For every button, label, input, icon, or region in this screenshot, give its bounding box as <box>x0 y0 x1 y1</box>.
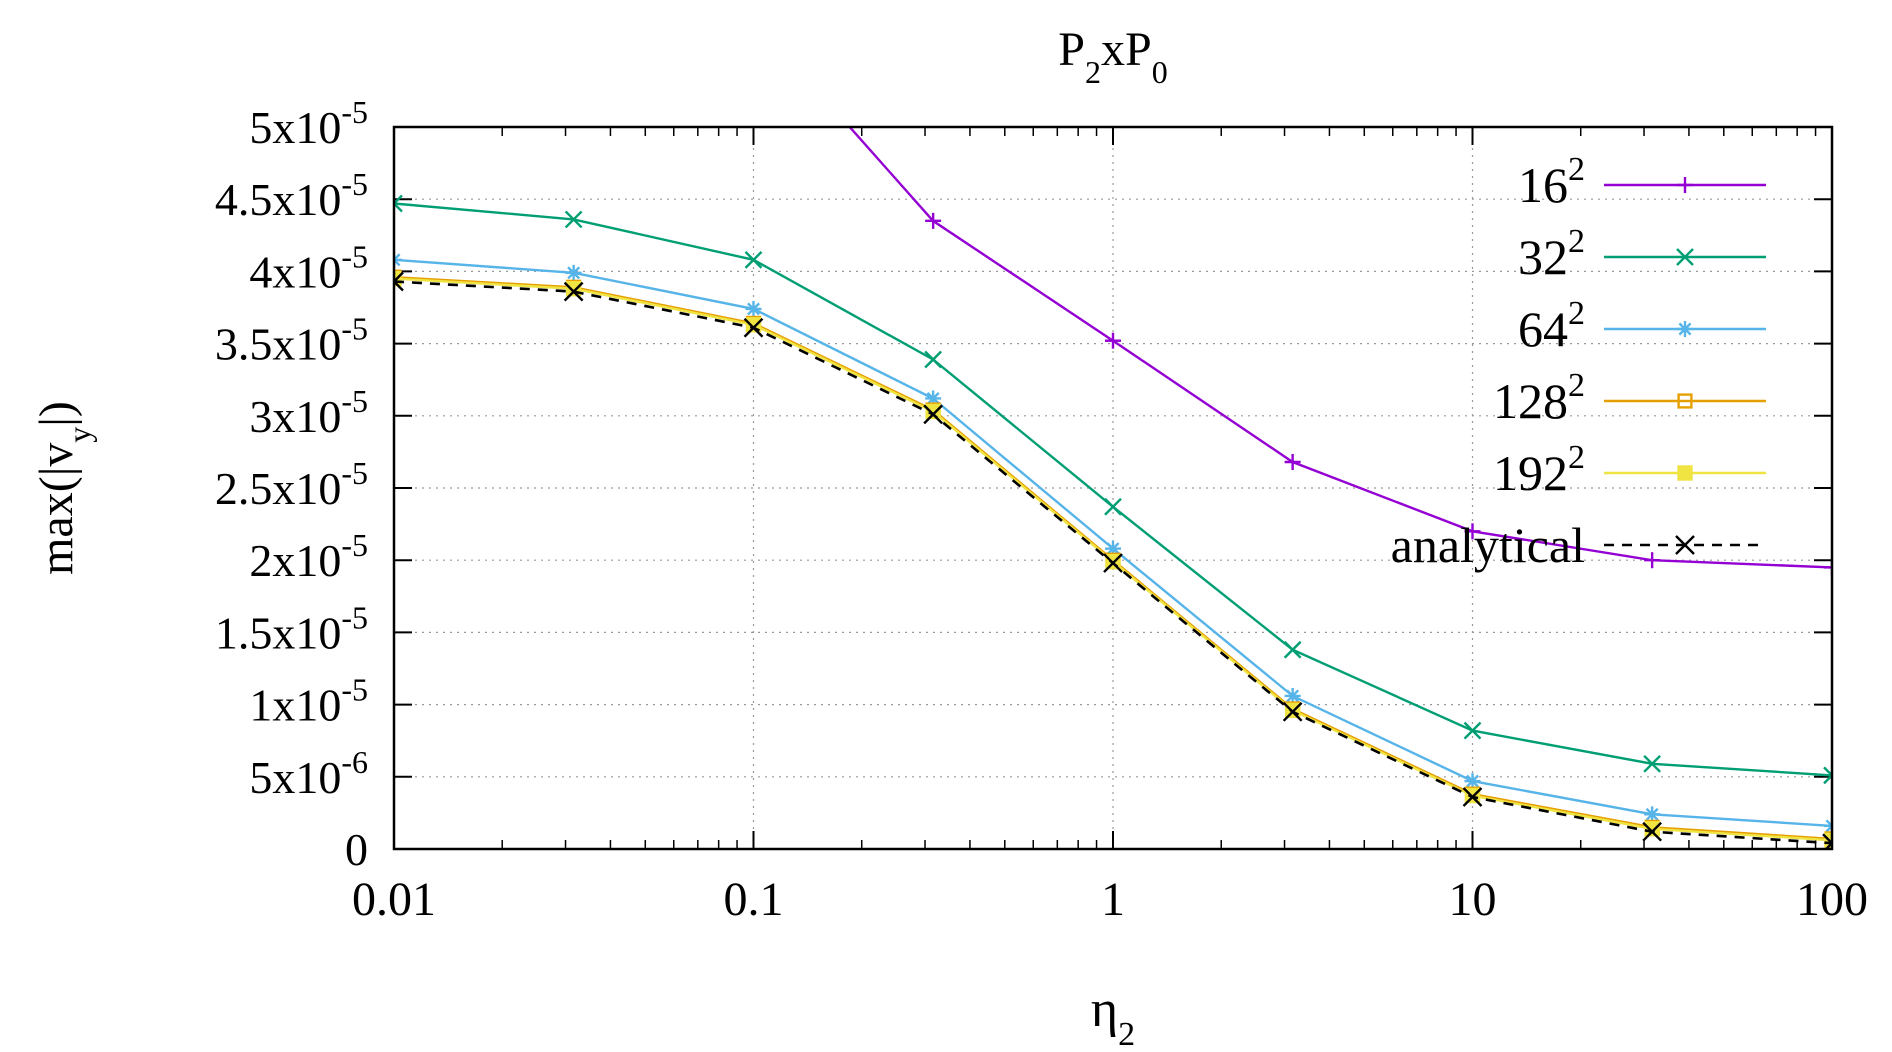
legend-entry: 162 <box>1518 151 1766 213</box>
data-point <box>1463 721 1482 740</box>
series-1 <box>746 11 1832 576</box>
data-point <box>564 210 583 229</box>
grid <box>394 127 1832 849</box>
data-point <box>1642 821 1662 842</box>
series-2 <box>394 194 1832 785</box>
legend-label: 162 <box>1518 151 1585 213</box>
data-point <box>1644 806 1661 823</box>
legend-entry: 322 <box>1518 223 1766 285</box>
x-axis-label: η2 <box>1091 981 1135 1052</box>
data-point <box>1677 393 1693 409</box>
data-point <box>563 281 584 302</box>
y-tick-label: 2x10-5 <box>249 527 368 586</box>
tick-labels: 0.01 0.1 1 10 100 0 5x10-6 1x10-5 1.5x10-5 2x10-5… <box>215 94 1868 926</box>
chart-title: P2xP0 <box>1058 23 1167 90</box>
data-point <box>1283 640 1302 659</box>
data-point <box>1824 559 1832 576</box>
legend: 162 322 642 1282 1922 analytical <box>1391 151 1766 573</box>
y-tick-label: 2.5x10-5 <box>215 455 368 514</box>
legend-label: analytical <box>1391 517 1585 573</box>
y-tick-label: 5x10-5 <box>249 94 368 153</box>
data-point <box>1677 465 1693 481</box>
data-point <box>923 404 943 425</box>
data-point <box>1104 497 1122 516</box>
data-point <box>1643 754 1661 773</box>
data-point <box>1824 817 1832 834</box>
x-tick-label: 1 <box>1101 873 1125 926</box>
legend-label: 1282 <box>1493 367 1585 429</box>
data-point <box>1644 821 1660 837</box>
data-point <box>1103 553 1123 573</box>
y-tick-label: 1.5x10-5 <box>215 599 368 658</box>
data-point <box>394 194 403 213</box>
data-point <box>1464 773 1481 790</box>
data-point <box>925 403 941 420</box>
data-point <box>1105 332 1121 349</box>
data-point <box>565 264 582 281</box>
series <box>394 11 1832 849</box>
y-tick-label: 4x10-5 <box>249 238 368 297</box>
data-point <box>1822 833 1832 849</box>
y-tick-label: 0 <box>345 824 368 875</box>
legend-entry: 1922 <box>1493 439 1766 501</box>
legend-entry: 1282 <box>1493 367 1766 429</box>
data-point <box>1462 787 1483 807</box>
data-point <box>1284 687 1301 704</box>
series-5 <box>394 270 1832 849</box>
legend-label: 642 <box>1518 295 1585 357</box>
data-point <box>1677 177 1693 193</box>
data-point <box>746 11 762 27</box>
y-tick-label: 4.5x10-5 <box>215 166 368 225</box>
data-point <box>1284 454 1301 471</box>
series-line <box>848 127 1832 569</box>
data-point <box>1464 523 1481 540</box>
data-point <box>1644 552 1661 569</box>
y-tick-label: 5x10-6 <box>249 744 368 803</box>
legend-label: 322 <box>1518 223 1585 285</box>
data-point <box>1677 321 1693 337</box>
data-point <box>744 250 763 269</box>
axis-ticks <box>393 126 1833 850</box>
data-point <box>394 251 402 268</box>
y-tick-label: 3x10-5 <box>249 383 368 442</box>
legend-entry: 642 <box>1518 295 1766 357</box>
series-6 <box>394 271 1832 849</box>
x-tick-label: 100 <box>1796 873 1868 926</box>
data-point <box>394 271 404 292</box>
data-point <box>1675 535 1695 555</box>
legend-label: 1922 <box>1493 439 1585 501</box>
x-tick-label: 10 <box>1449 873 1497 926</box>
data-point <box>745 300 762 317</box>
x-tick-label: 0.1 <box>724 873 784 926</box>
y-axis-label: max(|vy|) <box>30 401 97 575</box>
x-tick-label: 0.01 <box>352 873 436 926</box>
data-point <box>1282 701 1303 722</box>
data-point <box>924 350 942 369</box>
y-tick-label: 3.5x10-5 <box>215 311 368 370</box>
data-point <box>1823 766 1832 785</box>
y-tick-label: 1x10-5 <box>249 672 368 731</box>
data-point <box>743 317 764 338</box>
data-point <box>1676 248 1694 266</box>
plot-frame <box>392 125 1834 851</box>
legend-entry: analytical <box>1391 517 1766 573</box>
data-point <box>925 212 942 229</box>
